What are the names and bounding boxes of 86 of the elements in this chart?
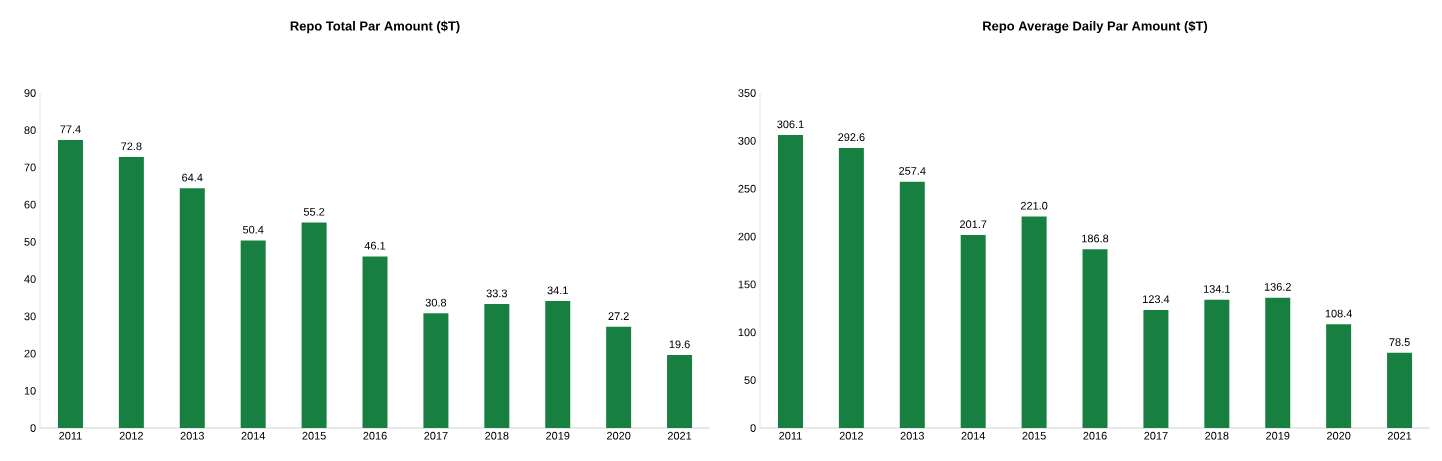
- y-tick-label: 250: [738, 184, 756, 193]
- y-tick-label: 50: [24, 238, 36, 246]
- y-tick-label: 0: [30, 424, 36, 432]
- bar: [667, 355, 693, 428]
- y-tick-label: 150: [738, 280, 756, 289]
- bar: [1204, 299, 1230, 428]
- data-label: 64.4: [182, 173, 203, 182]
- x-tick-label: 2013: [900, 431, 924, 440]
- bar: [1326, 324, 1352, 428]
- y-tick-label: 10: [24, 386, 36, 395]
- bar: [1082, 249, 1108, 428]
- data-label: 30.8: [425, 298, 447, 307]
- data-label: 123.4: [1143, 295, 1170, 304]
- data-label: 46.1: [364, 241, 386, 250]
- bar: [606, 326, 632, 428]
- bar: [899, 181, 925, 428]
- y-tick-label: 40: [24, 275, 36, 283]
- data-label: 77.4: [60, 125, 81, 134]
- y-tick-label: 350: [738, 89, 756, 97]
- x-tick-label: 2020: [607, 431, 631, 440]
- data-label: 306.1: [777, 120, 804, 129]
- x-tick-label: 2018: [485, 431, 509, 440]
- data-label: 50.4: [242, 225, 264, 234]
- x-tick-label: 2019: [1266, 431, 1290, 440]
- y-tick-label: 30: [24, 312, 36, 321]
- data-label: 33.3: [486, 289, 507, 298]
- data-label: 136.2: [1264, 283, 1291, 291]
- y-tick-label: 20: [24, 349, 36, 358]
- y-tick-label: 50: [744, 376, 756, 385]
- y-tick-label: 70: [24, 163, 36, 172]
- bar: [1265, 297, 1291, 428]
- x-tick-label: 2012: [839, 431, 864, 440]
- data-label: 19.6: [669, 340, 690, 349]
- x-tick-label: 2013: [180, 431, 204, 440]
- y-tick-label: 200: [738, 232, 756, 241]
- chart-title: Repo Total Par Amount ($T): [290, 20, 460, 34]
- bar: [1021, 216, 1047, 428]
- bar: [118, 157, 144, 428]
- x-tick-label: 2019: [546, 431, 570, 440]
- x-tick-label: 2021: [1387, 431, 1412, 440]
- data-label: 134.1: [1203, 285, 1231, 293]
- bar: [1387, 352, 1413, 428]
- x-tick-label: 2016: [1083, 431, 1107, 440]
- data-label: 108.4: [1325, 309, 1353, 318]
- data-label: 78.5: [1389, 338, 1410, 347]
- bar: [484, 304, 510, 428]
- bar: [57, 139, 83, 428]
- x-tick-label: 2020: [1327, 431, 1351, 440]
- x-tick-label: 2014: [961, 431, 986, 440]
- y-tick-label: 100: [738, 328, 756, 337]
- data-label: 221.0: [1020, 201, 1048, 210]
- data-label: 27.2: [608, 312, 629, 320]
- data-label: 201.7: [960, 220, 987, 229]
- chart-title: Repo Average Daily Par Amount ($T): [983, 20, 1208, 34]
- y-tick-label: 90: [24, 89, 36, 97]
- x-tick-label: 2016: [363, 431, 387, 440]
- data-label: 292.6: [838, 133, 865, 142]
- y-tick-label: 0: [750, 424, 756, 432]
- bar: [545, 301, 571, 428]
- data-label: 257.4: [899, 167, 926, 175]
- x-tick-label: 2017: [1144, 431, 1168, 440]
- bar: [240, 240, 266, 428]
- x-tick-label: 2011: [779, 431, 802, 440]
- bar: [301, 222, 327, 428]
- x-tick-label: 2012: [119, 431, 143, 440]
- bar: [362, 256, 388, 428]
- x-tick-label: 2011: [59, 431, 82, 440]
- bar: [777, 135, 803, 428]
- bar: [1143, 309, 1169, 428]
- y-tick-label: 60: [24, 200, 36, 209]
- y-tick-label: 80: [24, 126, 36, 135]
- x-tick-label: 2021: [667, 431, 692, 440]
- x-tick-label: 2015: [1022, 431, 1046, 440]
- x-tick-label: 2017: [424, 431, 448, 440]
- bar: [960, 234, 986, 428]
- data-label: 72.8: [121, 142, 142, 151]
- data-label: 55.2: [303, 207, 325, 216]
- x-tick-label: 2015: [302, 431, 326, 440]
- data-label: 186.8: [1082, 234, 1109, 243]
- bar: [179, 188, 205, 428]
- data-label: 34.1: [547, 286, 568, 295]
- x-tick-label: 2018: [1205, 431, 1229, 440]
- x-tick-label: 2014: [241, 431, 266, 440]
- bar: [423, 313, 449, 428]
- bar: [838, 147, 864, 428]
- y-tick-label: 300: [738, 136, 756, 145]
